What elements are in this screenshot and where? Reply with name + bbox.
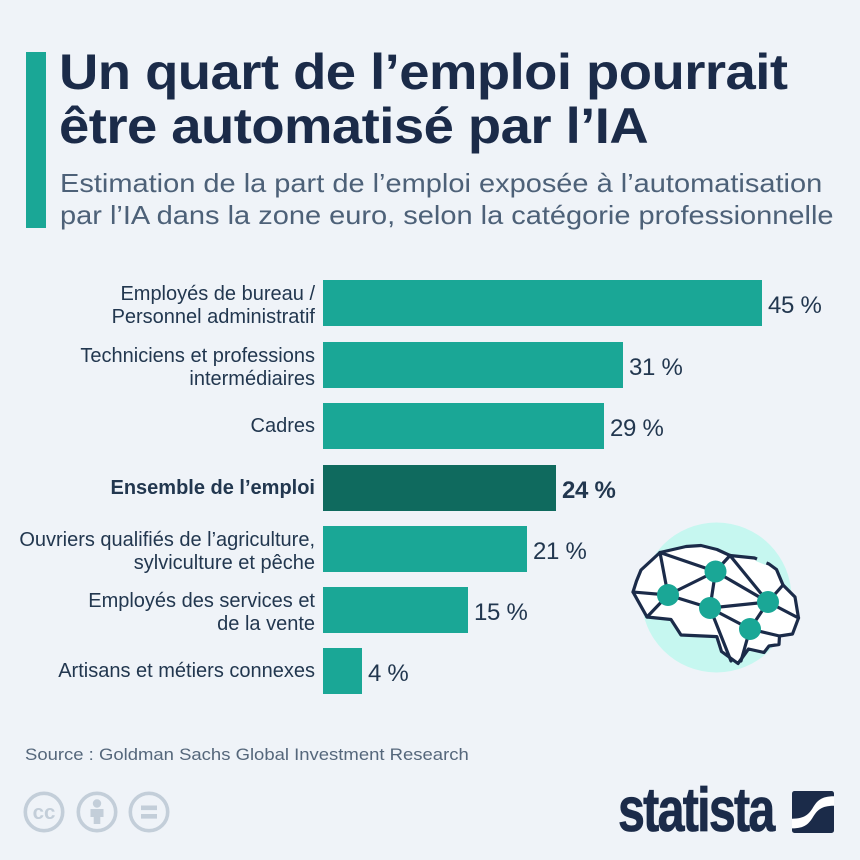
- svg-text:cc: cc: [33, 801, 56, 824]
